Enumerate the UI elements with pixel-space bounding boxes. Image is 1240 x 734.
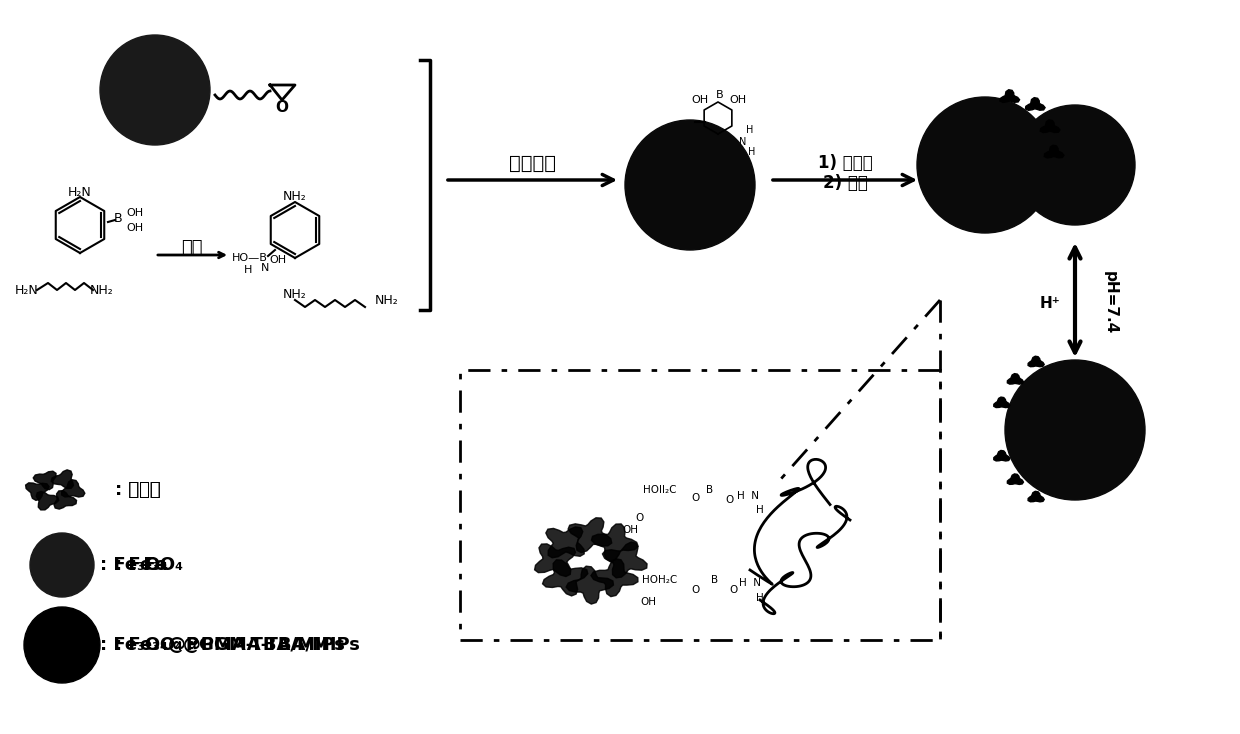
Text: O: O <box>275 101 289 115</box>
Text: H₂N: H₂N <box>15 283 38 297</box>
Text: 开环聚合: 开环聚合 <box>510 153 557 172</box>
Polygon shape <box>36 492 58 510</box>
Polygon shape <box>1044 145 1064 158</box>
Text: : 糖蛋白: : 糖蛋白 <box>115 481 161 499</box>
Text: H⁺: H⁺ <box>1039 296 1060 310</box>
Text: OH: OH <box>622 525 639 535</box>
Text: O: O <box>636 513 644 523</box>
Text: : 糖蛋白: : 糖蛋白 <box>115 481 161 499</box>
Text: pH=7.4: pH=7.4 <box>1102 272 1117 335</box>
Text: H  N: H N <box>737 491 759 501</box>
Polygon shape <box>51 470 73 488</box>
Ellipse shape <box>1004 360 1145 500</box>
Polygon shape <box>1025 98 1045 110</box>
Text: O: O <box>691 493 699 503</box>
Text: HOII₂C: HOII₂C <box>644 485 677 495</box>
Text: O: O <box>691 585 699 595</box>
Text: NH₂: NH₂ <box>283 288 306 302</box>
Text: H: H <box>748 147 755 157</box>
Text: H: H <box>244 265 252 275</box>
Text: O: O <box>725 495 734 505</box>
Text: : Fe₃O₄: : Fe₃O₄ <box>100 556 167 574</box>
Text: : Fe₃O₄@PGMA-TBA/MIPs: : Fe₃O₄@PGMA-TBA/MIPs <box>115 636 360 654</box>
Polygon shape <box>1040 120 1060 133</box>
Polygon shape <box>1007 474 1023 484</box>
Polygon shape <box>546 527 584 558</box>
Text: H: H <box>756 593 764 603</box>
Text: B: B <box>114 211 123 225</box>
Text: NH₂: NH₂ <box>91 283 114 297</box>
Text: H: H <box>756 505 764 515</box>
Polygon shape <box>603 542 647 578</box>
Text: B: B <box>707 485 713 495</box>
Polygon shape <box>55 490 77 509</box>
Polygon shape <box>33 471 56 490</box>
Text: H: H <box>746 125 754 135</box>
Text: OH: OH <box>126 223 144 233</box>
Polygon shape <box>26 483 50 501</box>
Text: B: B <box>717 90 724 100</box>
Text: NH₂: NH₂ <box>374 294 399 307</box>
Polygon shape <box>1028 356 1044 367</box>
Text: N: N <box>260 263 269 273</box>
Text: : Fe₃O₄: : Fe₃O₄ <box>115 556 184 574</box>
Ellipse shape <box>1016 105 1135 225</box>
Polygon shape <box>543 560 588 596</box>
Ellipse shape <box>625 120 755 250</box>
Text: 乙醇: 乙醇 <box>181 239 203 257</box>
Polygon shape <box>993 451 1009 461</box>
Text: OH: OH <box>269 255 286 265</box>
Polygon shape <box>591 524 639 562</box>
Text: N: N <box>739 137 746 147</box>
Text: OH: OH <box>729 95 746 105</box>
Polygon shape <box>568 517 611 553</box>
Text: O: O <box>729 585 737 595</box>
Text: 1) 糖蛋白: 1) 糖蛋白 <box>817 154 873 172</box>
Text: 2) 苯胺: 2) 苯胺 <box>822 174 868 192</box>
Polygon shape <box>993 397 1009 407</box>
Polygon shape <box>1028 491 1044 502</box>
Text: B: B <box>712 575 718 585</box>
Polygon shape <box>999 90 1019 103</box>
Text: OH: OH <box>640 597 656 607</box>
Ellipse shape <box>24 607 100 683</box>
Ellipse shape <box>100 35 210 145</box>
Text: H₂N: H₂N <box>68 186 92 198</box>
Polygon shape <box>567 566 614 604</box>
Text: : Fe: : Fe <box>130 556 167 574</box>
Text: OH: OH <box>692 95 708 105</box>
Text: NH₂: NH₂ <box>283 191 306 203</box>
Polygon shape <box>591 559 637 597</box>
Text: HOH₂C: HOH₂C <box>642 575 677 585</box>
Polygon shape <box>534 544 575 576</box>
Text: H  N: H N <box>739 578 761 588</box>
Ellipse shape <box>30 533 94 597</box>
Polygon shape <box>62 480 84 497</box>
Text: HO—B: HO—B <box>232 253 268 263</box>
Text: : Fe₃O₄@PGMA-TBA/MIPs: : Fe₃O₄@PGMA-TBA/MIPs <box>100 636 345 654</box>
Ellipse shape <box>918 97 1053 233</box>
Text: OH: OH <box>126 208 144 218</box>
Polygon shape <box>1007 374 1023 384</box>
